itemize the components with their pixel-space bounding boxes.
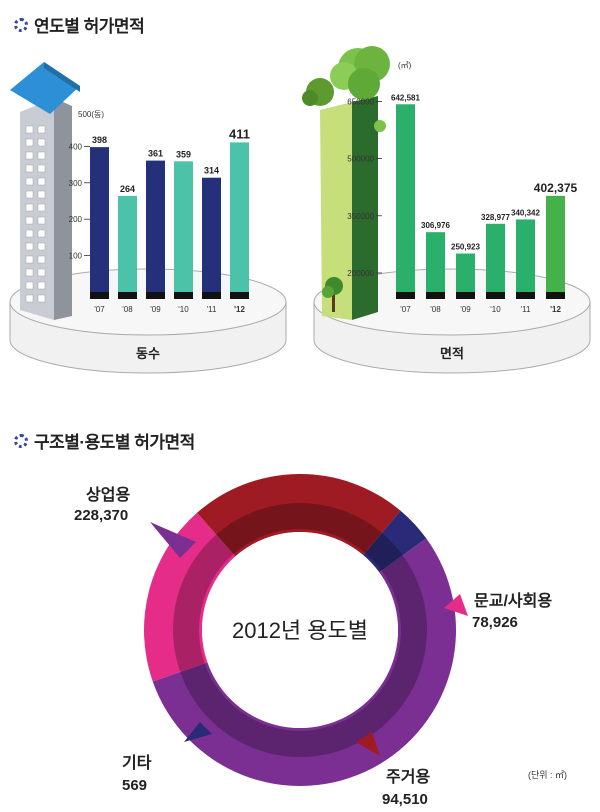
donut-inner-ring <box>173 503 427 757</box>
x-tick-label: '10 <box>178 305 189 314</box>
donut-center-title: 2012년 용도별 <box>232 618 368 643</box>
chart-area: 200000 350000 500000 650000 (㎡) 642,581 '07 3… <box>302 46 591 374</box>
bar-base <box>230 292 249 299</box>
data-label: 642,581 <box>391 93 420 102</box>
data-label: 314 <box>204 166 219 176</box>
ring-icon <box>14 17 28 32</box>
slice-label: 주거용 <box>386 768 430 786</box>
bar-base <box>486 292 505 299</box>
donut-slice <box>143 512 236 682</box>
y-tick-label: 400 <box>69 142 83 151</box>
chart-building-count: 100 200 300 400 500(동) 398 '07 264 '08 361 '09 35… <box>9 62 287 374</box>
bar <box>174 161 193 292</box>
x-axis-label: 동수 <box>136 346 160 361</box>
bar <box>426 232 445 292</box>
section-title-yearly-text: 연도별 허가면적 <box>34 17 145 36</box>
x-tick-label: '07 <box>94 305 105 314</box>
data-label: 250,923 <box>451 243 480 252</box>
data-label: 398 <box>92 135 107 145</box>
building-illustration <box>10 62 80 320</box>
callout-pointer <box>356 732 380 756</box>
section-title-usage: 구조별·용도별 허가면적 <box>14 428 195 453</box>
y-tick-label: 100 <box>69 252 83 261</box>
section-title-usage-text: 구조별·용도별 허가면적 <box>34 433 195 452</box>
y-tick-label: 200000 <box>347 269 374 278</box>
y-tick-label: 500000 <box>347 155 374 164</box>
data-label: 402,375 <box>534 181 578 195</box>
data-label: 361 <box>148 149 163 159</box>
bar-base <box>426 292 445 299</box>
y-tick-label: 300 <box>69 179 83 188</box>
bar <box>146 160 165 292</box>
bar <box>516 219 535 292</box>
slice-label: 문교/사회용 <box>474 591 552 610</box>
x-axis-label: 면적 <box>440 346 464 361</box>
y-tick-label: 650000 <box>347 97 374 106</box>
data-label: 411 <box>229 126 250 141</box>
bar-base <box>118 292 137 299</box>
donut-slice <box>197 474 401 557</box>
x-tick-label: '11 <box>207 305 217 314</box>
bar-base <box>546 292 565 299</box>
unit-label: (단위 : ㎡) <box>528 770 567 780</box>
data-label: 328,977 <box>481 213 510 222</box>
x-tick-label: '08 <box>122 305 133 314</box>
callout-pointer <box>184 722 212 742</box>
x-tick-label: '12 <box>550 305 561 314</box>
slice-value: 94,510 <box>382 791 428 808</box>
data-label: 264 <box>120 184 135 194</box>
data-label: 340,342 <box>511 208 540 217</box>
slice-value: 569 <box>122 777 147 794</box>
y-tick-label: 350000 <box>347 212 374 221</box>
bar-base <box>174 292 193 299</box>
data-label: 359 <box>176 149 191 159</box>
chart-usage-donut: 2012년 용도별 상업용 228,370 문교/사회용 78,926 주거용 … <box>74 474 567 808</box>
data-label: 306,976 <box>421 221 450 230</box>
x-tick-label: '09 <box>460 305 471 314</box>
x-tick-label: '09 <box>150 305 161 314</box>
callout-pointer <box>150 522 196 558</box>
bar <box>230 142 249 292</box>
section-title-yearly: 연도별 허가면적 <box>14 12 145 37</box>
tree-illustration <box>302 46 390 320</box>
slice-label: 기타 <box>122 754 152 772</box>
donut-hole <box>202 532 398 728</box>
x-tick-label: '11 <box>521 305 531 314</box>
bar <box>456 253 475 292</box>
slice-value: 78,926 <box>472 614 518 631</box>
bar-base <box>396 292 415 299</box>
donut-slice <box>152 538 456 786</box>
y-unit-label: 500(동) <box>78 110 104 119</box>
y-tick-label: 200 <box>69 215 83 224</box>
y-unit-label: (㎡) <box>398 61 412 70</box>
bar-base <box>456 292 475 299</box>
bar <box>90 147 109 292</box>
bar <box>118 195 137 292</box>
slice-label: 상업용 <box>86 486 130 504</box>
bar <box>546 195 565 292</box>
x-tick-label: '12 <box>234 305 245 314</box>
slice-value: 228,370 <box>74 507 128 524</box>
donut-slice <box>363 510 427 573</box>
x-tick-label: '08 <box>430 305 441 314</box>
bar-base <box>516 292 535 299</box>
callout-pointer <box>444 594 468 616</box>
ring-icon <box>14 433 28 448</box>
bar <box>486 223 505 292</box>
bar-base <box>90 292 109 299</box>
bar-base <box>146 292 165 299</box>
bar-base <box>202 292 221 299</box>
x-tick-label: '07 <box>400 305 411 314</box>
bar <box>396 104 415 292</box>
bar <box>202 177 221 292</box>
x-tick-label: '10 <box>490 305 501 314</box>
